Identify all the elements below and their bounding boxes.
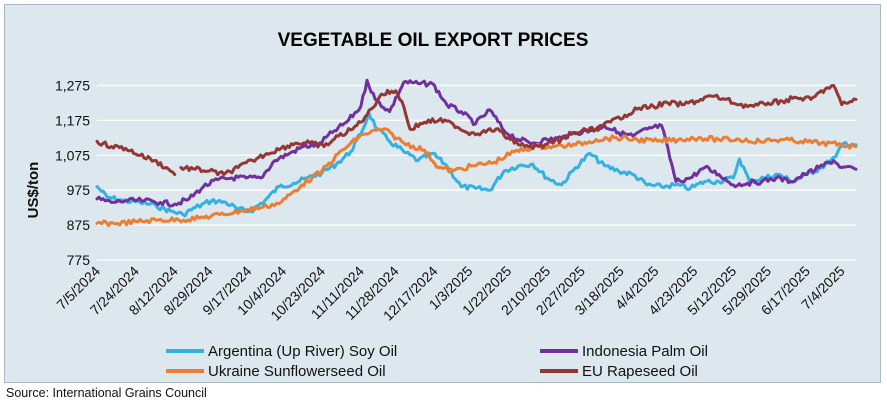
y-tick-label: 1,275 bbox=[55, 77, 90, 93]
y-tick-label: 1,175 bbox=[55, 112, 90, 128]
y-tick-label: 875 bbox=[67, 217, 91, 233]
chart-title: VEGETABLE OIL EXPORT PRICES bbox=[278, 30, 589, 51]
y-tick-label: 775 bbox=[67, 252, 91, 268]
y-tick-label: 1,075 bbox=[55, 147, 90, 163]
y-tick-label: 975 bbox=[67, 182, 91, 198]
y-axis-label: US$/ton bbox=[25, 162, 42, 219]
series-line-3 bbox=[179, 84, 858, 177]
legend-label: Indonesia Palm Oil bbox=[582, 343, 708, 360]
y-axis-ticks: 775 875 975 1,075 1,175 1,275 bbox=[55, 77, 90, 268]
legend-label: EU Rapeseed Oil bbox=[582, 363, 698, 380]
source-note: Source: International Grains Council bbox=[6, 386, 207, 400]
series-line-2 bbox=[95, 127, 858, 228]
series-line-1 bbox=[95, 78, 858, 208]
legend: Argentina (Up River) Soy Oil Indonesia Pa… bbox=[166, 343, 708, 380]
legend-label: Ukraine Sunflowerseed Oil bbox=[208, 363, 386, 380]
x-axis-ticks: 7/5/20247/24/20248/12/20248/29/20249/17/… bbox=[53, 263, 848, 324]
legend-label: Argentina (Up River) Soy Oil bbox=[208, 343, 397, 360]
gridlines bbox=[97, 84, 856, 261]
series-lines bbox=[95, 78, 858, 228]
series-line-3 bbox=[95, 139, 177, 176]
chart-panel bbox=[4, 4, 881, 383]
series-line-0 bbox=[95, 111, 858, 218]
